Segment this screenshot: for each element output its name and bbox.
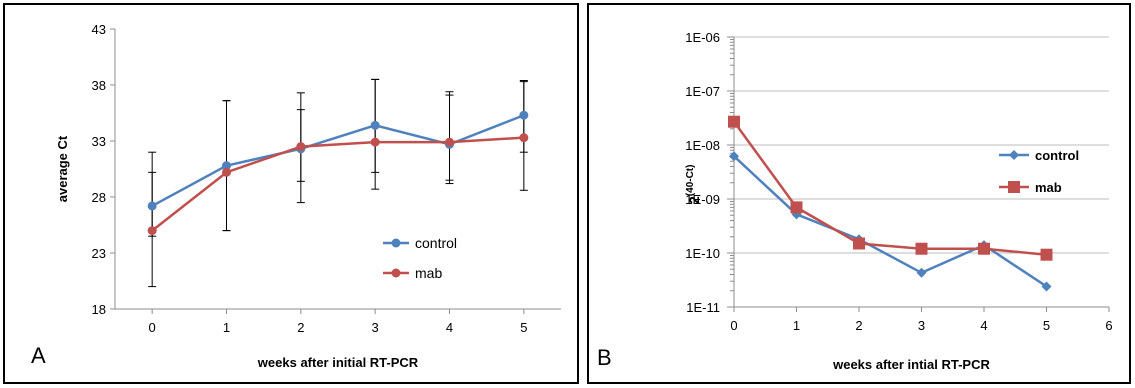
data-point-mab bbox=[296, 142, 306, 152]
data-point-control bbox=[370, 120, 380, 130]
data-point-control bbox=[222, 161, 231, 171]
x-tick-label: 5 bbox=[520, 320, 527, 335]
y-tick-label: 23 bbox=[92, 246, 106, 261]
panel-letter-a: A bbox=[31, 343, 46, 368]
x-tick-label: 4 bbox=[446, 320, 453, 335]
data-point-control bbox=[147, 201, 157, 211]
series-line-control bbox=[151, 114, 525, 208]
legend-label-control: control bbox=[415, 235, 457, 251]
y-axis-title-exponent: (40-Ct) bbox=[685, 165, 696, 197]
x-tick-label: 6 bbox=[1105, 318, 1112, 333]
y-tick-label: 1E-08 bbox=[685, 138, 720, 153]
data-point-mab bbox=[370, 137, 380, 147]
data-point-control bbox=[1041, 281, 1052, 292]
data-point-control bbox=[729, 151, 739, 162]
data-point-mab bbox=[790, 201, 803, 214]
data-point-mab bbox=[728, 115, 740, 128]
y-tick-label: 1E-06 bbox=[685, 30, 720, 45]
y-axis-title-base: 2 bbox=[686, 196, 702, 204]
series-line-mab bbox=[151, 136, 524, 232]
legend-marker-mab bbox=[1008, 181, 1020, 193]
y-tick-label: 38 bbox=[92, 78, 106, 93]
legend-marker-control bbox=[391, 238, 401, 248]
series-line-mab bbox=[732, 120, 1047, 256]
legend-label-mab: mab bbox=[415, 265, 442, 281]
legend-label-mab: mab bbox=[1035, 180, 1062, 195]
y-tick-label: 43 bbox=[92, 22, 106, 37]
legend-label-control: control bbox=[1035, 148, 1079, 163]
x-tick-label: 1 bbox=[223, 320, 230, 335]
x-tick-label: 5 bbox=[1043, 318, 1050, 333]
x-axis-title: weeks after initial RT-PCR bbox=[257, 355, 419, 370]
data-point-mab bbox=[978, 242, 990, 255]
y-tick-label: 1E-09 bbox=[685, 192, 720, 207]
panel-letter-b: B bbox=[597, 345, 612, 370]
x-tick-label: 4 bbox=[980, 318, 987, 333]
data-point-mab bbox=[519, 133, 529, 143]
y-tick-label: 18 bbox=[92, 302, 106, 317]
chart-panel-a: 18 23 28 33 38 43 0 1 2 3 4 5 weeks after initial RT… bbox=[3, 3, 579, 384]
y-tick-label: 1E-11 bbox=[686, 300, 720, 315]
x-axis-title: weeks after intial RT-PCR bbox=[832, 357, 990, 372]
y-tick-label: 1E-10 bbox=[685, 246, 720, 261]
chart-panel-b: 1E-11 1E-10 1E-09 1E-08 1E-07 1E-06 0 1 2 3 4 5 6 wee… bbox=[587, 3, 1131, 384]
x-tick-label: 3 bbox=[372, 320, 379, 335]
x-tick-label: 2 bbox=[297, 320, 304, 335]
x-tick-label: 0 bbox=[149, 320, 156, 335]
x-tick-label: 2 bbox=[855, 318, 862, 333]
data-point-mab bbox=[915, 242, 928, 255]
legend-marker-mab bbox=[391, 268, 401, 278]
data-point-mab bbox=[222, 167, 231, 177]
data-point-mab bbox=[853, 237, 865, 250]
x-tick-label: 3 bbox=[918, 318, 925, 333]
legend-marker-control bbox=[1009, 150, 1019, 160]
series-line-control bbox=[733, 155, 1048, 288]
data-point-control bbox=[916, 267, 927, 278]
data-point-mab bbox=[1040, 248, 1053, 261]
y-axis-title: average Ct bbox=[55, 135, 70, 202]
chart-b-svg: 1E-11 1E-10 1E-09 1E-08 1E-07 1E-06 0 1 2 3 4 5 6 wee… bbox=[685, 30, 1113, 372]
y-axis-title: 2(40-Ct) bbox=[685, 165, 702, 204]
data-point-control bbox=[519, 110, 529, 120]
data-point-mab bbox=[445, 137, 454, 147]
x-tick-label: 1 bbox=[793, 318, 800, 333]
y-tick-label: 1E-07 bbox=[685, 84, 720, 99]
y-tick-label: 33 bbox=[92, 134, 106, 149]
y-tick-label: 28 bbox=[92, 190, 106, 205]
data-point-mab bbox=[147, 226, 157, 236]
x-tick-label: 0 bbox=[730, 318, 737, 333]
